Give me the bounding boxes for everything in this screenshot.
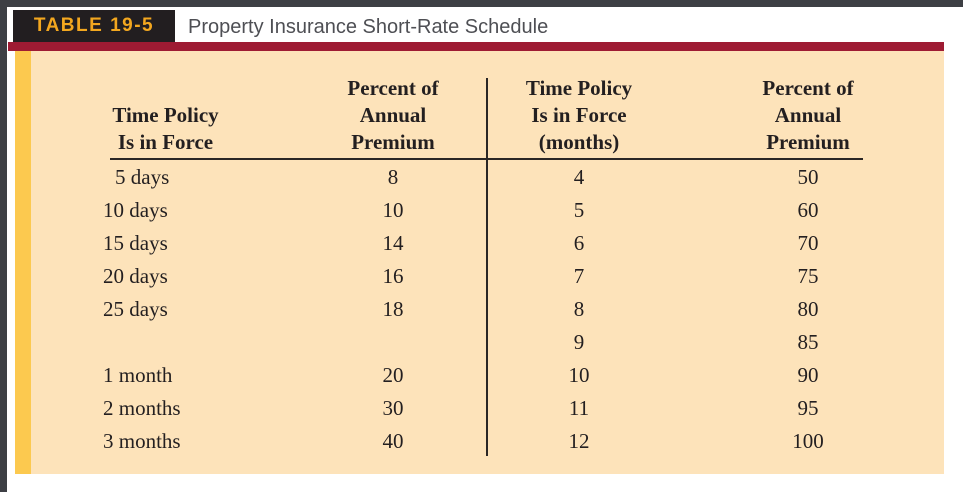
table-row: 5 days 8 4 50 bbox=[31, 161, 944, 194]
table-row: 2 months 30 11 95 bbox=[31, 392, 944, 425]
header-percent-annual-premium-left: Percent of Annual Premium bbox=[300, 75, 486, 156]
table-number-label: TABLE 19-5 bbox=[33, 15, 155, 36]
cell-time-in-force: 20 days bbox=[103, 264, 168, 288]
cell-months-in-force: 12 bbox=[568, 429, 590, 453]
cell-time-in-force: 3 months bbox=[103, 429, 181, 453]
header-line: (months) bbox=[538, 130, 620, 154]
cell-months-in-force: 5 bbox=[573, 198, 585, 222]
cell-percent-premium: 85 bbox=[797, 330, 819, 354]
cell-percent-premium: 8 bbox=[387, 165, 399, 189]
header-underline-right bbox=[487, 158, 863, 160]
cell-percent-premium: 100 bbox=[792, 429, 824, 453]
header-line: Premium bbox=[766, 130, 850, 154]
cell-time-in-force: 15 days bbox=[103, 231, 168, 255]
cell-months-in-force: 11 bbox=[568, 396, 590, 420]
table-header-row: Time Policy Is in Force Percent of Annua… bbox=[31, 51, 944, 156]
cell-time-in-force: 10 days bbox=[103, 198, 168, 222]
header-line: Time Policy bbox=[525, 76, 633, 100]
cell-percent-premium: 20 bbox=[382, 363, 404, 387]
cell-percent-premium: 95 bbox=[797, 396, 819, 420]
cell-percent-premium: 60 bbox=[797, 198, 819, 222]
table-row: 9 85 bbox=[31, 326, 944, 359]
table-row: 1 month 20 10 90 bbox=[31, 359, 944, 392]
cell-months-in-force: 10 bbox=[568, 363, 590, 387]
table-number-badge: TABLE 19-5 bbox=[13, 10, 175, 42]
header-percent-annual-premium-right: Percent of Annual Premium bbox=[672, 75, 944, 156]
cell-time-in-force: 1 month bbox=[103, 363, 173, 387]
header-line: Percent of bbox=[762, 76, 854, 100]
table-body: 5 days 8 4 50 10 days 10 5 60 15 days 14… bbox=[31, 161, 944, 458]
cell-percent-premium: 14 bbox=[382, 231, 404, 255]
header-line: Is in Force bbox=[117, 130, 214, 154]
table-row: 3 months 40 12 100 bbox=[31, 425, 944, 458]
cell-percent-premium: 10 bbox=[382, 198, 404, 222]
table-row: 20 days 16 7 75 bbox=[31, 260, 944, 293]
short-rate-schedule-table: Time Policy Is in Force Percent of Annua… bbox=[31, 51, 944, 474]
table-row: 25 days 18 8 80 bbox=[31, 293, 944, 326]
header-line: Premium bbox=[351, 130, 435, 154]
red-rule-divider bbox=[8, 42, 944, 51]
window-frame-top bbox=[0, 0, 963, 7]
cell-percent-premium: 80 bbox=[797, 297, 819, 321]
header-line: Annual bbox=[359, 103, 427, 127]
table-column-divider bbox=[486, 78, 488, 456]
header-time-policy-months: Time Policy Is in Force (months) bbox=[486, 75, 672, 156]
header-underline-left bbox=[110, 158, 488, 160]
cell-time-in-force: 2 months bbox=[103, 396, 181, 420]
cell-time-in-force: 5 days bbox=[115, 165, 170, 189]
header-time-policy-days: Time Policy Is in Force bbox=[31, 102, 300, 156]
cell-percent-premium: 70 bbox=[797, 231, 819, 255]
header-line: Percent of bbox=[347, 76, 439, 100]
header-line: Is in Force bbox=[531, 103, 627, 127]
cell-percent-premium: 18 bbox=[382, 297, 404, 321]
table-row: 15 days 14 6 70 bbox=[31, 227, 944, 260]
header-line: Time Policy bbox=[112, 103, 219, 127]
header-line: Annual bbox=[774, 103, 842, 127]
window-frame-left bbox=[0, 0, 7, 492]
table-title: Property Insurance Short-Rate Schedule bbox=[188, 16, 549, 38]
cell-percent-premium: 75 bbox=[797, 264, 819, 288]
cell-months-in-force: 8 bbox=[573, 297, 585, 321]
cell-percent-premium: 30 bbox=[382, 396, 404, 420]
table-panel: Time Policy Is in Force Percent of Annua… bbox=[15, 51, 944, 474]
cell-percent-premium: 40 bbox=[382, 429, 404, 453]
header-underline bbox=[31, 158, 944, 161]
gold-accent-stripe bbox=[15, 51, 31, 474]
cell-time-in-force: 25 days bbox=[103, 297, 168, 321]
cell-percent-premium: 16 bbox=[382, 264, 404, 288]
cell-months-in-force: 6 bbox=[573, 231, 585, 255]
cell-months-in-force: 9 bbox=[573, 330, 585, 354]
cell-percent-premium: 90 bbox=[797, 363, 819, 387]
cell-months-in-force: 4 bbox=[573, 165, 585, 189]
table-row: 10 days 10 5 60 bbox=[31, 194, 944, 227]
cell-percent-premium: 50 bbox=[797, 165, 819, 189]
cell-months-in-force: 7 bbox=[573, 264, 585, 288]
